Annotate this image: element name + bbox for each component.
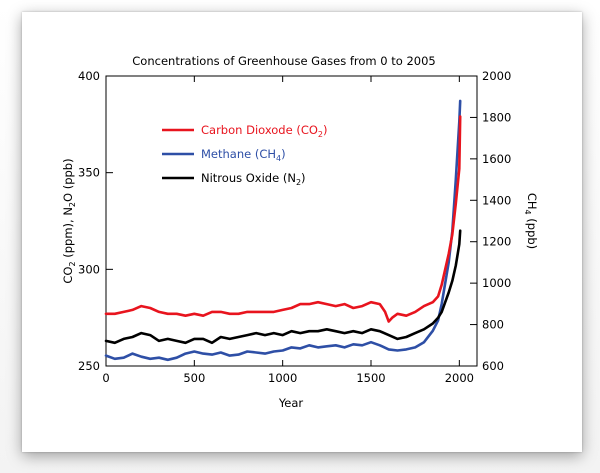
x-axis-label: Year bbox=[278, 396, 304, 410]
x-tick-label: 1000 bbox=[268, 371, 297, 385]
legend-label-1: Methane (CH4) bbox=[201, 147, 286, 163]
left-axis-ticks: 250 300 350 400 bbox=[78, 69, 113, 373]
chart: Concentrations of Greenhouse Gases from … bbox=[61, 54, 539, 410]
right-tick-label: 2000 bbox=[482, 69, 511, 83]
right-tick-label: 1600 bbox=[482, 152, 511, 166]
right-axis-label: CH4 (ppb) bbox=[523, 193, 539, 249]
series-lines bbox=[104, 99, 462, 362]
right-tick-label: 1800 bbox=[482, 110, 511, 124]
right-tick-label: 1000 bbox=[482, 276, 511, 290]
plot-frame bbox=[105, 75, 478, 367]
series-line-0 bbox=[104, 115, 462, 323]
series-line-2 bbox=[104, 229, 462, 345]
legend: Carbon Dioxode (CO2) Methane (CH4) Nitrous… bbox=[162, 123, 328, 187]
right-tick-label: 1400 bbox=[482, 193, 511, 207]
right-axis-ticks: 600 800 1000 1200 1400 1600 1800 2000 bbox=[470, 69, 511, 373]
right-tick-label: 600 bbox=[482, 359, 504, 373]
left-tick-label: 400 bbox=[78, 69, 100, 83]
left-tick-label: 250 bbox=[78, 359, 100, 373]
legend-label-0: Carbon Dioxode (CO2) bbox=[201, 123, 328, 139]
x-tick-label: 500 bbox=[183, 371, 205, 385]
right-tick-label: 1200 bbox=[482, 235, 511, 249]
x-tick-label: 1500 bbox=[356, 371, 385, 385]
x-tick-label: 0 bbox=[102, 371, 109, 385]
x-tick-label: 2000 bbox=[445, 371, 474, 385]
plot-area bbox=[105, 75, 478, 367]
x-axis-ticks: 0 500 1000 1500 2000 bbox=[102, 76, 474, 385]
right-tick-label: 800 bbox=[482, 318, 504, 332]
left-tick-label: 300 bbox=[78, 262, 100, 276]
series-line-1 bbox=[104, 99, 462, 362]
chart-card: Concentrations of Greenhouse Gases from … bbox=[22, 12, 582, 452]
chart-title: Concentrations of Greenhouse Gases from … bbox=[132, 54, 435, 68]
legend-label-2: Nitrous Oxide (N2) bbox=[201, 171, 306, 187]
left-tick-label: 350 bbox=[78, 166, 100, 180]
left-axis-label: CO2 (ppm), N2O (ppb) bbox=[61, 158, 77, 283]
